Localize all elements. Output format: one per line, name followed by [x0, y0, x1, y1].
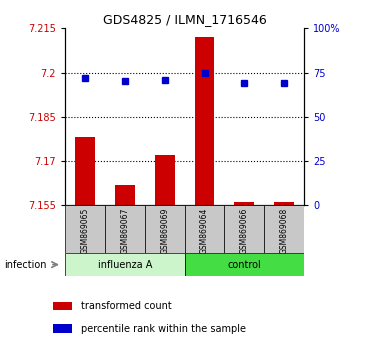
Bar — [155, 155, 175, 205]
Bar — [145, 205, 185, 253]
Text: GSM869069: GSM869069 — [160, 208, 169, 254]
Text: GSM869066: GSM869066 — [240, 208, 249, 254]
Bar — [75, 137, 95, 205]
Bar — [105, 205, 145, 253]
Bar — [274, 202, 294, 205]
Text: infection: infection — [4, 259, 46, 270]
Text: percentile rank within the sample: percentile rank within the sample — [81, 324, 246, 333]
Title: GDS4825 / ILMN_1716546: GDS4825 / ILMN_1716546 — [103, 13, 266, 26]
Text: GSM869064: GSM869064 — [200, 208, 209, 254]
Bar — [115, 185, 135, 205]
Bar — [185, 253, 304, 276]
Text: GSM869068: GSM869068 — [280, 208, 289, 254]
Text: influenza A: influenza A — [98, 259, 152, 270]
Text: GSM869065: GSM869065 — [81, 208, 89, 254]
Bar — [194, 37, 214, 205]
Bar — [264, 205, 304, 253]
Text: control: control — [227, 259, 261, 270]
Bar — [224, 205, 264, 253]
Text: GSM869067: GSM869067 — [120, 208, 129, 254]
Bar — [53, 324, 72, 333]
Bar — [53, 302, 72, 310]
Bar — [65, 205, 105, 253]
Bar — [185, 205, 224, 253]
Bar — [234, 202, 255, 205]
Bar — [65, 253, 185, 276]
Text: transformed count: transformed count — [81, 301, 172, 311]
